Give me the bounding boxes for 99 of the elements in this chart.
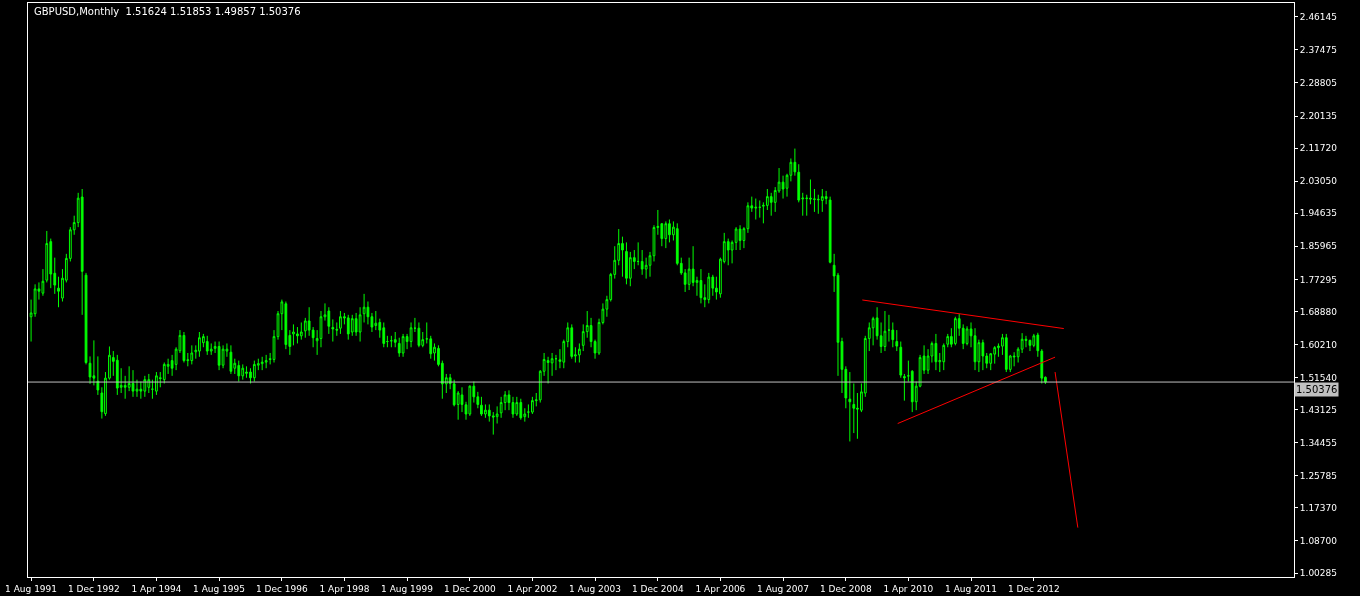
candlestick	[577, 342, 581, 364]
candlestick	[299, 321, 303, 341]
x-tick-label: 1 Aug 2011	[945, 583, 997, 594]
candlestick	[80, 188, 84, 316]
candlestick	[382, 321, 386, 348]
x-tick-label: 1 Aug 2007	[757, 583, 810, 594]
candlestick	[198, 331, 201, 358]
candlestick	[155, 371, 158, 396]
candlestick	[942, 342, 946, 371]
candlestick	[264, 354, 268, 369]
y-tick-label: 1.77295	[1299, 274, 1338, 285]
candlestick	[758, 199, 762, 219]
x-tick-label: 1 Apr 1994	[131, 583, 182, 594]
x-tick-label: 1 Dec 1996	[255, 583, 309, 594]
candlestick	[754, 198, 758, 221]
y-tick-label: 1.34455	[1299, 437, 1338, 448]
candlestick	[640, 249, 644, 276]
candlestick	[245, 365, 248, 379]
candlestick	[252, 360, 256, 383]
candlestick	[217, 341, 221, 371]
candlestick	[883, 310, 887, 352]
x-tick-label: 1 Dec 2000	[443, 583, 497, 594]
x-tick-label: 1 Aug 1999	[381, 583, 434, 594]
candlestick	[965, 325, 969, 346]
candlestick	[953, 316, 957, 346]
candlestick	[151, 379, 154, 400]
candlestick	[131, 369, 135, 398]
candlestick	[237, 360, 241, 383]
candlestick	[531, 396, 534, 415]
y-tick-label: 1.60210	[1299, 339, 1338, 350]
candlestick	[934, 333, 938, 371]
candlestick	[401, 333, 405, 358]
y-tick-label: 1.85965	[1299, 241, 1338, 252]
x-tick-label: 1 Apr 2006	[695, 583, 746, 594]
candlestick	[393, 331, 397, 348]
chart-title: GBPUSD,Monthly 1.51624 1.51853 1.49857 1.50376	[34, 6, 301, 17]
y-tick-label: 2.46145	[1299, 12, 1338, 23]
candlestick	[480, 396, 483, 417]
candlestick	[327, 306, 331, 335]
candlestick	[468, 384, 472, 417]
y-tick-label: 1.00285	[1299, 568, 1338, 579]
y-tick-label: 2.11720	[1299, 143, 1338, 154]
x-tick-label: 1 Dec 2008	[819, 583, 872, 594]
y-tick-label: 2.03050	[1299, 176, 1338, 187]
candlestick	[546, 356, 550, 384]
candlestick	[570, 323, 574, 360]
y-tick-label: 2.37475	[1299, 45, 1338, 56]
x-tick-label: 1 Apr 2010	[883, 583, 934, 594]
x-tick-label: 1 Aug 1991	[5, 583, 58, 594]
y-tick-label: 1.51540	[1299, 372, 1338, 383]
candlestick	[241, 363, 245, 381]
y-tick-label: 1.25785	[1299, 470, 1338, 481]
y-tick-label: 1.08700	[1299, 536, 1338, 547]
candlestick	[346, 314, 350, 341]
x-tick-label: 1 Dec 2004	[631, 583, 684, 594]
candlestick	[820, 188, 824, 213]
candlestick	[417, 321, 421, 348]
x-tick-label: 1 Dec 1992	[67, 583, 120, 594]
candlestick	[409, 321, 413, 348]
candlestick	[190, 344, 194, 365]
x-tick-label: 1 Aug 1995	[193, 583, 246, 594]
candlestick	[981, 339, 985, 371]
candlestick	[260, 356, 264, 371]
candlestick	[182, 331, 186, 364]
candlestick	[115, 354, 119, 396]
candlestick	[895, 329, 899, 352]
ref-line-label: 1.50376	[1296, 384, 1338, 395]
candlestick	[331, 318, 335, 343]
x-tick-label: 1 Apr 2002	[507, 583, 558, 594]
y-tick-label: 1.94635	[1299, 208, 1338, 219]
candlestick	[205, 335, 209, 356]
candlestick	[162, 362, 166, 384]
candlestick	[899, 341, 903, 379]
x-tick-label: 1 Apr 1998	[319, 583, 370, 594]
candlestick	[707, 272, 711, 304]
candlestick	[910, 369, 914, 413]
candlestick	[519, 398, 523, 421]
y-tick-label: 1.43125	[1299, 404, 1338, 415]
candlestick	[664, 220, 668, 249]
candlestick	[296, 326, 299, 344]
candlestick	[339, 310, 342, 335]
y-tick-label: 2.28805	[1299, 78, 1338, 89]
candlestick	[738, 224, 742, 251]
candlestick	[221, 344, 225, 369]
candlestick	[550, 352, 554, 377]
y-tick-label: 1.68880	[1299, 306, 1338, 317]
candlestick	[350, 314, 354, 337]
candlestick	[636, 241, 640, 266]
x-tick-label: 1 Dec 2012	[1007, 583, 1060, 594]
candlestick	[1004, 333, 1008, 373]
candlestick	[699, 268, 703, 304]
candlestick	[229, 344, 233, 375]
candlestick	[527, 403, 530, 419]
y-tick-label: 2.20135	[1299, 111, 1338, 122]
y-tick-label: 1.17370	[1299, 503, 1338, 514]
candlestick	[515, 396, 519, 417]
candlestick	[397, 337, 401, 358]
candlestick	[625, 241, 628, 285]
x-tick-label: 1 Aug 2003	[569, 583, 622, 594]
